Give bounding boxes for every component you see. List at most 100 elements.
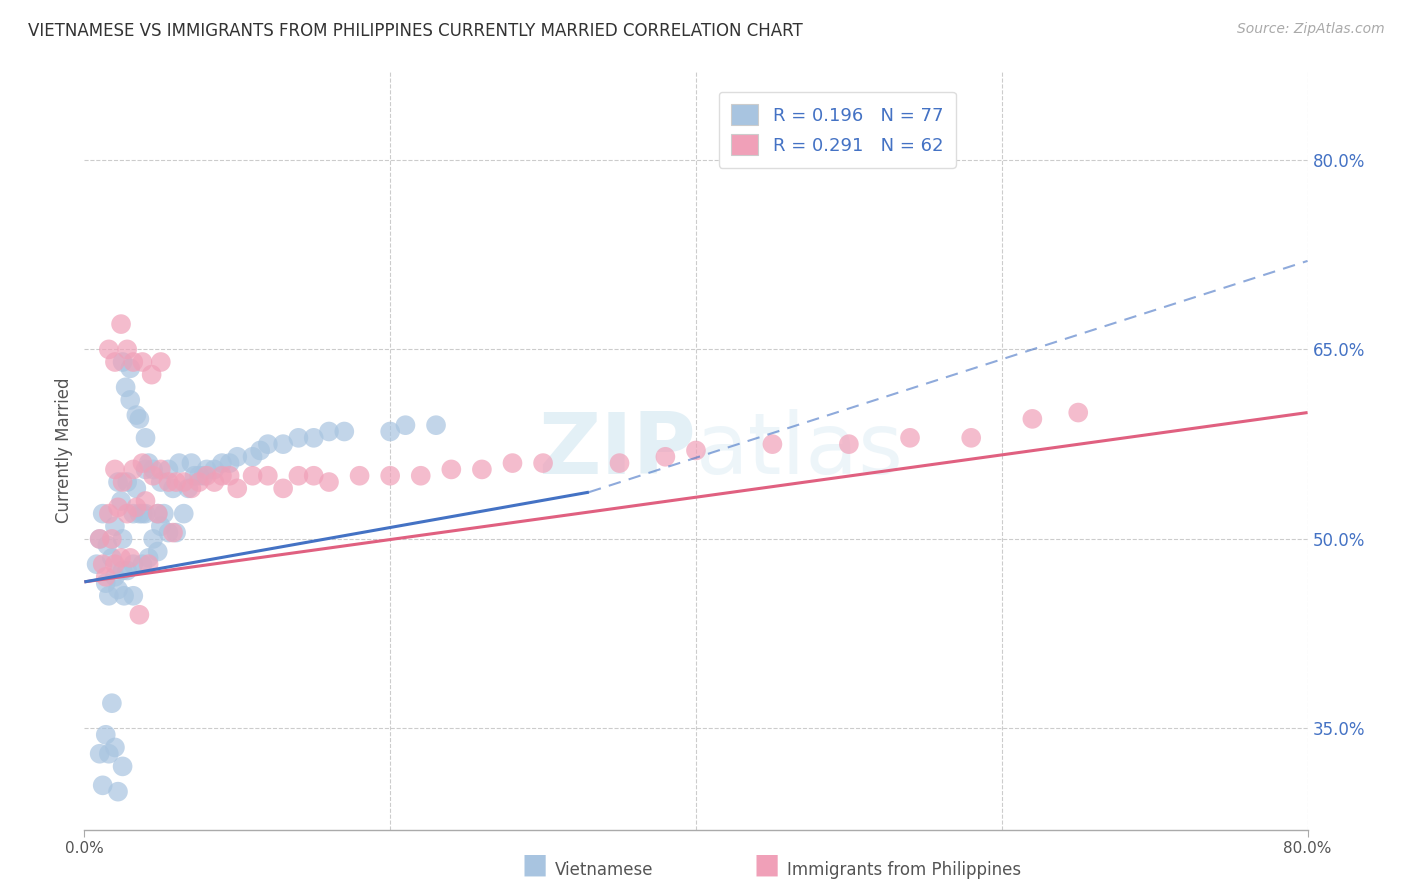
Point (128, 607, 150, 622)
Point (89, 532, 111, 546)
Point (94, 570, 117, 584)
Point (502, 456, 524, 470)
Point (394, 418, 416, 433)
Point (302, 431, 325, 445)
Point (173, 475, 195, 489)
Point (685, 443, 707, 458)
Point (111, 564, 134, 578)
Point (104, 570, 127, 584)
Point (165, 475, 187, 489)
Point (110, 550, 132, 565)
Point (609, 456, 631, 470)
Point (838, 437, 860, 451)
Y-axis label: Currently Married: Currently Married (55, 377, 73, 524)
Point (128, 507, 150, 521)
Point (202, 462, 225, 476)
Point (302, 468, 325, 483)
Point (138, 456, 160, 470)
Point (131, 557, 153, 572)
Point (101, 696, 124, 710)
Point (1021, 412, 1043, 426)
Point (101, 550, 124, 565)
Point (110, 494, 132, 508)
Point (183, 468, 205, 483)
Point (104, 519, 127, 533)
Point (128, 412, 150, 426)
Point (91, 557, 114, 572)
Point (409, 468, 432, 483)
Point (162, 482, 184, 496)
Point (218, 468, 240, 483)
Point (761, 437, 783, 451)
Point (110, 317, 132, 331)
Point (122, 462, 145, 476)
Point (654, 450, 676, 464)
Text: ■: ■ (754, 851, 779, 879)
Point (195, 468, 218, 483)
Text: atlas: atlas (696, 409, 904, 492)
Point (97, 507, 120, 521)
Text: Source: ZipAtlas.com: Source: ZipAtlas.com (1237, 22, 1385, 37)
Point (287, 468, 309, 483)
Point (120, 392, 142, 407)
Point (531, 456, 554, 470)
Point (107, 582, 129, 597)
Point (157, 475, 180, 489)
Point (135, 431, 157, 445)
Point (242, 450, 264, 464)
Point (111, 532, 134, 546)
Legend: R = 0.196   N = 77, R = 0.291   N = 62: R = 0.196 N = 77, R = 0.291 N = 62 (718, 92, 956, 168)
Point (142, 532, 165, 546)
Point (1067, 406, 1090, 420)
Point (165, 525, 187, 540)
Point (125, 482, 148, 496)
Point (380, 468, 402, 483)
Text: Immigrants from Philippines: Immigrants from Philippines (787, 861, 1022, 879)
Point (104, 462, 127, 476)
Text: ■: ■ (522, 851, 547, 879)
Point (153, 507, 176, 521)
Point (193, 468, 215, 483)
Point (211, 468, 233, 483)
Point (94, 576, 117, 591)
Point (287, 431, 309, 445)
Point (202, 475, 225, 489)
Point (122, 557, 145, 572)
Point (195, 462, 218, 476)
Point (112, 589, 135, 603)
Point (122, 355, 145, 369)
Point (349, 468, 371, 483)
Point (898, 431, 921, 445)
Point (138, 550, 160, 565)
Point (271, 437, 294, 451)
Point (157, 525, 180, 540)
Point (162, 525, 184, 540)
Point (120, 550, 142, 565)
Point (211, 456, 233, 470)
Point (142, 462, 165, 476)
Point (135, 494, 157, 508)
Point (94, 728, 117, 742)
Point (149, 519, 172, 533)
Point (120, 361, 142, 376)
Point (149, 355, 172, 369)
Text: ZIP: ZIP (538, 409, 696, 492)
Point (242, 468, 264, 483)
Point (177, 482, 200, 496)
Point (138, 557, 160, 572)
Point (271, 482, 294, 496)
Point (104, 740, 127, 755)
Point (180, 482, 202, 496)
Point (97, 747, 120, 761)
Point (471, 462, 494, 476)
Point (318, 425, 340, 439)
Point (425, 418, 447, 433)
Point (104, 355, 127, 369)
Point (249, 443, 271, 458)
Point (115, 507, 138, 521)
Point (146, 544, 169, 558)
Point (318, 475, 340, 489)
Point (96, 538, 118, 552)
Point (91, 778, 114, 792)
Point (86, 557, 108, 572)
